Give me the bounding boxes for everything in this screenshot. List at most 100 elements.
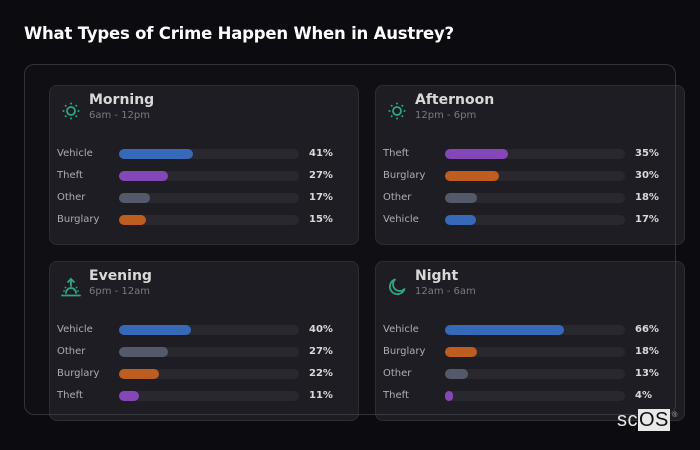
bar-track — [119, 149, 299, 159]
card-time-range: 6am - 12pm — [89, 110, 151, 121]
sun-icon — [386, 100, 408, 122]
logo-sc: sc — [617, 409, 638, 431]
registered-mark: ® — [672, 412, 678, 419]
bar-track — [445, 347, 625, 357]
category-label: Other — [383, 192, 412, 203]
category-label: Theft — [383, 148, 409, 159]
bar-row: Burglary 22% — [50, 367, 358, 381]
bar-fill — [445, 325, 564, 335]
logo-os: OS — [638, 409, 670, 431]
bar-row: Burglary 30% — [376, 169, 684, 183]
bar-track — [445, 369, 625, 379]
bar-fill — [445, 171, 499, 181]
percent-value: 35% — [635, 148, 659, 159]
bar-row: Vehicle 41% — [50, 147, 358, 161]
percent-value: 66% — [635, 324, 659, 335]
percent-value: 18% — [635, 192, 659, 203]
percent-value: 4% — [635, 390, 652, 401]
bar-fill — [445, 149, 508, 159]
bar-fill — [119, 215, 146, 225]
bar-track — [119, 215, 299, 225]
percent-value: 11% — [309, 390, 333, 401]
card-evening: Evening 6pm - 12am Vehicle 40% Other 27% Bur… — [49, 261, 359, 421]
percent-value: 27% — [309, 170, 333, 181]
card-morning: Morning 6am - 12pm Vehicle 41% Theft 27% Oth… — [49, 85, 359, 245]
bar-fill — [119, 369, 159, 379]
card-afternoon: Afternoon 12pm - 6pm Theft 35% Burglary 30%… — [375, 85, 685, 245]
bar-row: Other 27% — [50, 345, 358, 359]
bar-track — [119, 171, 299, 181]
card-time-range: 12am - 6am — [415, 286, 476, 297]
percent-value: 27% — [309, 346, 333, 357]
bar-track — [445, 149, 625, 159]
percent-value: 17% — [309, 192, 333, 203]
bar-row: Theft 11% — [50, 389, 358, 403]
bar-row: Theft 27% — [50, 169, 358, 183]
bar-row: Other 18% — [376, 191, 684, 205]
bar-fill — [119, 391, 139, 401]
category-label: Burglary — [57, 214, 100, 225]
category-label: Vehicle — [383, 214, 419, 225]
category-label: Burglary — [383, 346, 426, 357]
scos-logo: scOS ® — [617, 409, 677, 431]
percent-value: 30% — [635, 170, 659, 181]
card-title: Morning — [89, 92, 155, 108]
category-label: Vehicle — [57, 324, 93, 335]
category-label: Vehicle — [383, 324, 419, 335]
bar-fill — [445, 347, 478, 357]
category-label: Theft — [383, 390, 409, 401]
bar-row: Burglary 15% — [50, 213, 358, 227]
bar-track — [119, 369, 299, 379]
percent-value: 41% — [309, 148, 333, 159]
bar-row: Other 13% — [376, 367, 684, 381]
sunset-icon — [60, 276, 82, 298]
category-label: Theft — [57, 390, 83, 401]
category-label: Theft — [57, 170, 83, 181]
category-label: Burglary — [383, 170, 426, 181]
card-time-range: 12pm - 6pm — [415, 110, 477, 121]
bar-fill — [119, 149, 193, 159]
category-label: Other — [57, 192, 86, 203]
bar-track — [119, 347, 299, 357]
bar-track — [445, 391, 625, 401]
bar-row: Other 17% — [50, 191, 358, 205]
card-night: Night 12am - 6am Vehicle 66% Burglary 18% Ot… — [375, 261, 685, 421]
percent-value: 17% — [635, 214, 659, 225]
card-title: Night — [415, 268, 459, 284]
bar-row: Vehicle 40% — [50, 323, 358, 337]
card-title: Evening — [89, 268, 152, 284]
bar-track — [445, 171, 625, 181]
card-time-range: 6pm - 12am — [89, 286, 151, 297]
bar-track — [119, 391, 299, 401]
bar-fill — [119, 347, 168, 357]
card-title: Afternoon — [415, 92, 495, 108]
percent-value: 18% — [635, 346, 659, 357]
category-label: Other — [57, 346, 86, 357]
moon-icon — [386, 276, 408, 298]
bar-row: Theft 4% — [376, 389, 684, 403]
bar-row: Vehicle 66% — [376, 323, 684, 337]
bar-track — [445, 193, 625, 203]
bar-fill — [119, 193, 150, 203]
bar-track — [119, 193, 299, 203]
page-title: What Types of Crime Happen When in Austr… — [24, 24, 454, 43]
sun-icon — [60, 100, 82, 122]
bar-track — [445, 325, 625, 335]
category-label: Other — [383, 368, 412, 379]
percent-value: 40% — [309, 324, 333, 335]
bar-fill — [445, 369, 469, 379]
bar-fill — [119, 325, 191, 335]
bar-fill — [445, 391, 453, 401]
category-label: Vehicle — [57, 148, 93, 159]
category-label: Burglary — [57, 368, 100, 379]
bar-row: Burglary 18% — [376, 345, 684, 359]
bar-track — [119, 325, 299, 335]
percent-value: 13% — [635, 368, 659, 379]
bar-fill — [119, 171, 168, 181]
bar-fill — [445, 215, 476, 225]
bar-row: Theft 35% — [376, 147, 684, 161]
percent-value: 15% — [309, 214, 333, 225]
percent-value: 22% — [309, 368, 333, 379]
bar-fill — [445, 193, 478, 203]
bar-row: Vehicle 17% — [376, 213, 684, 227]
